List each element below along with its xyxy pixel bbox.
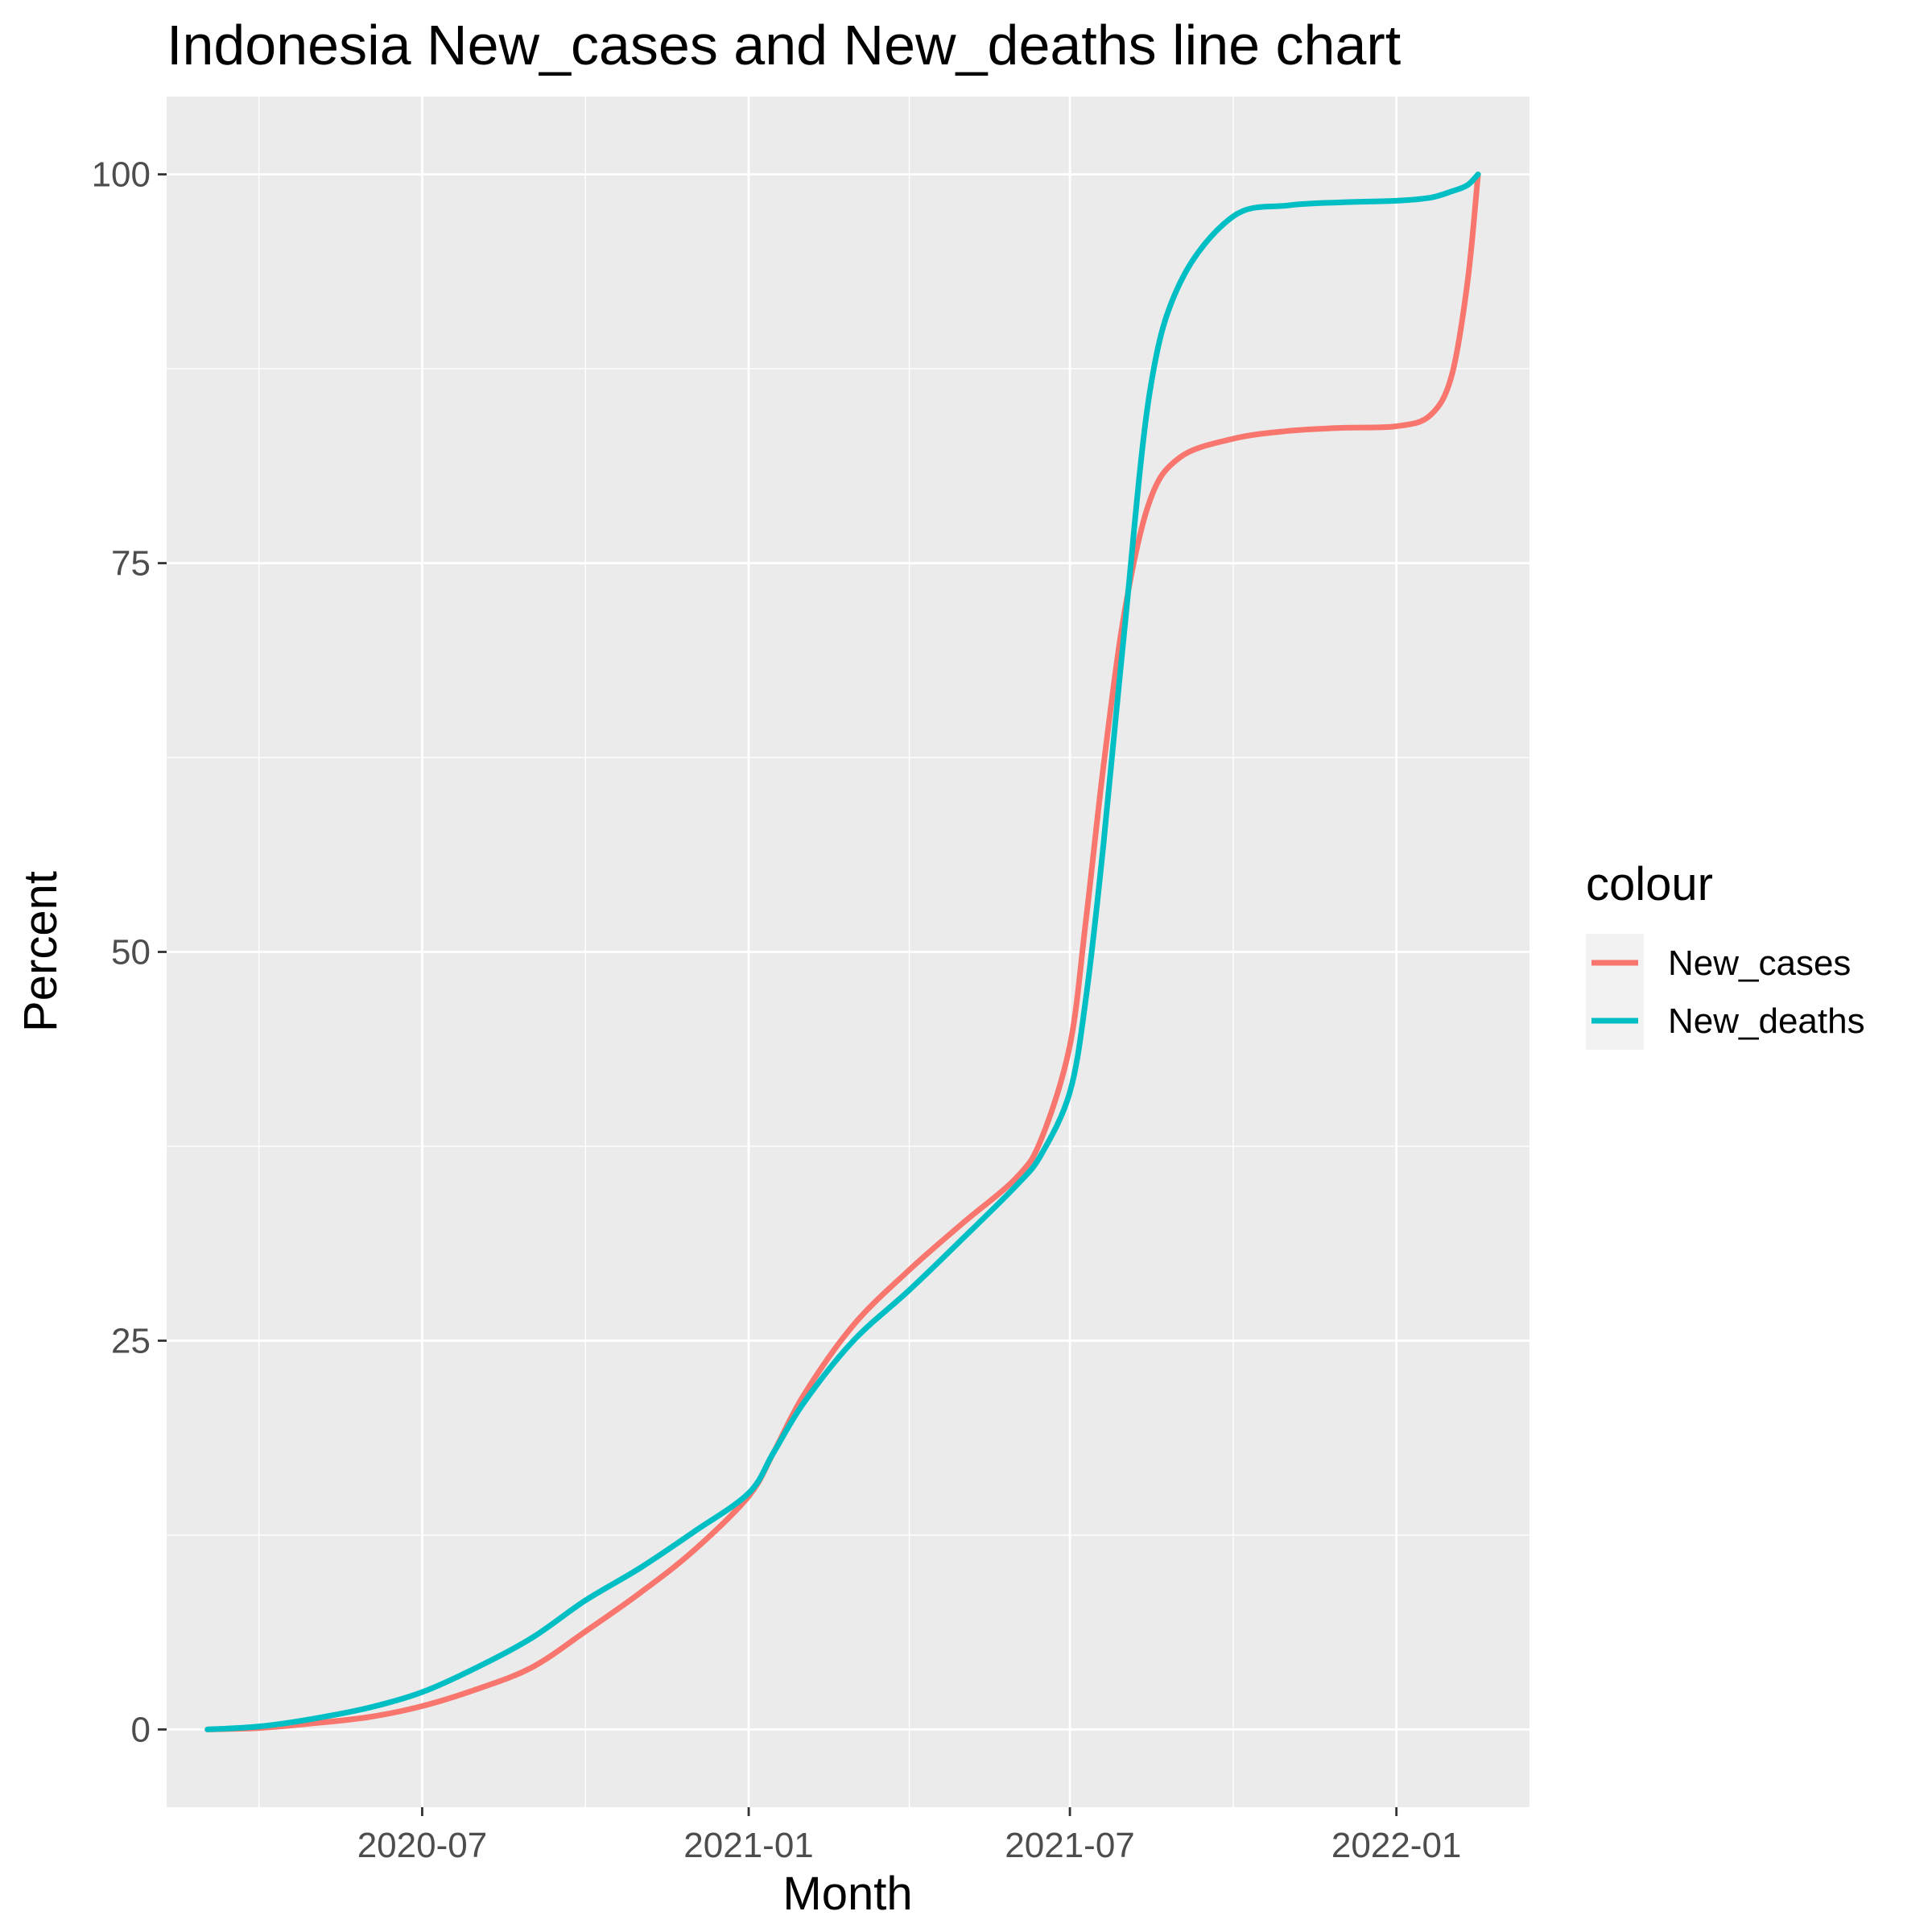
y-tick-label: 100	[92, 155, 151, 195]
y-tick-label: 50	[111, 933, 151, 972]
legend-title: colour	[1586, 858, 1713, 910]
major-y-gridlines	[167, 173, 1530, 1731]
series-line-new-cases	[204, 171, 1481, 1732]
x-axis-title: Month	[782, 1868, 912, 1920]
x-tick-label: 2021-07	[1005, 1826, 1134, 1865]
y-tick-label: 0	[131, 1710, 151, 1749]
x-tick-label: 2021-01	[683, 1826, 813, 1865]
x-axis: 2020-07 2021-01 2021-07 2022-01	[357, 1807, 1461, 1865]
y-axis: 0 25 50 75 100	[92, 155, 167, 1749]
legend-key-background	[1586, 934, 1644, 1050]
minor-y-gridlines	[167, 368, 1530, 1536]
x-tick-label: 2022-01	[1331, 1826, 1461, 1865]
legend-label: New_cases	[1668, 943, 1851, 983]
y-tick-label: 75	[111, 544, 151, 584]
series-line-new-deaths	[204, 171, 1481, 1732]
y-tick-label: 25	[111, 1321, 151, 1360]
legend-entries: New_cases New_deaths	[1591, 943, 1865, 1041]
legend: colour New_cases New_deaths	[1586, 858, 1865, 1050]
chart-title: Indonesia New_cases and New_deaths line …	[167, 14, 1401, 76]
y-axis-title: Percent	[14, 871, 67, 1032]
legend-label: New_deaths	[1668, 1001, 1865, 1041]
major-x-gridlines	[421, 97, 1398, 1807]
series-layer	[204, 171, 1481, 1732]
x-tick-label: 2020-07	[357, 1826, 487, 1865]
